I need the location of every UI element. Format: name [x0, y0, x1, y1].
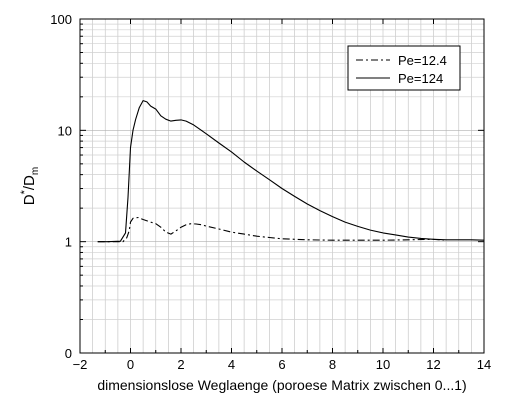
x-axis-label: dimensionslose Weglaenge (poroese Matrix…: [97, 377, 466, 393]
y-tick-label: 1: [65, 235, 72, 250]
y-label-base: D: [21, 194, 38, 205]
x-tick-label: 12: [426, 357, 440, 372]
y-axis-label: D*/Dm: [19, 167, 41, 205]
y-label-mid: /D: [21, 175, 38, 190]
legend: Pe=12.4 Pe=124: [347, 45, 461, 91]
grid: [80, 19, 484, 353]
x-tick-label: −2: [73, 357, 88, 372]
svg-text:D*/Dm: D*/Dm: [19, 167, 41, 205]
legend-box: [347, 45, 461, 91]
y-label-sub: m: [30, 167, 41, 175]
x-tick-label: 2: [177, 357, 184, 372]
ticks: [79, 18, 485, 354]
series-layer: [97, 100, 485, 243]
x-tick-label: 14: [477, 357, 491, 372]
x-tick-label: 6: [278, 357, 285, 372]
y-tick-label: 0: [65, 346, 72, 361]
y-tick-label: 100: [50, 12, 72, 27]
series-line-2: [97, 100, 485, 243]
y-tick-label: 10: [58, 123, 72, 138]
legend-label-1: Pe=12.4: [398, 53, 447, 68]
x-tick-label: 8: [329, 357, 336, 372]
x-tick-label: 4: [228, 357, 235, 372]
series-line-1: [97, 216, 444, 243]
y-label-star: *: [19, 189, 31, 194]
x-tick-label: 10: [376, 357, 390, 372]
legend-label-2: Pe=124: [398, 71, 443, 86]
x-tick-label: 0: [127, 357, 134, 372]
